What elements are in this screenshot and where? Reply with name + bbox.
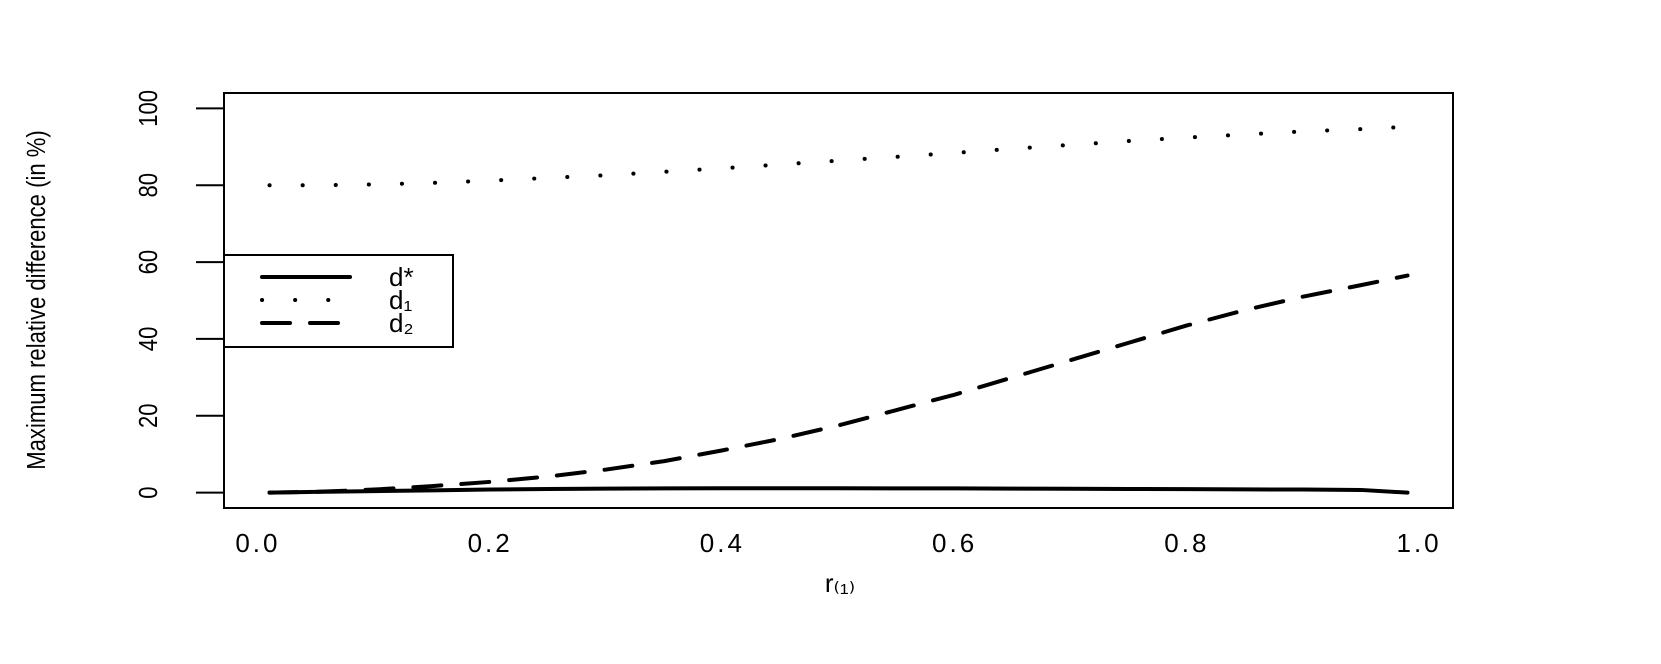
- y-tick-label: 100: [134, 90, 163, 127]
- series-line: [267, 486, 1410, 495]
- legend-label: d₁: [389, 285, 412, 315]
- x-axis-label: r₍₁₎: [825, 568, 855, 598]
- y-axis-label: Maximum relative difference (in %): [22, 130, 51, 470]
- series-line: [267, 124, 1410, 188]
- y-tick-label: 60: [134, 250, 163, 275]
- x-tick-label: 0.2: [468, 528, 513, 558]
- x-tick-label: 0.0: [235, 528, 280, 558]
- x-tick-label: 0.4: [700, 528, 745, 558]
- y-tick-label: 40: [134, 327, 163, 352]
- y-tick-label: 0: [134, 486, 163, 498]
- legend-label: d*: [389, 262, 414, 292]
- legend-label: d₂: [389, 308, 414, 338]
- x-tick-label: 0.8: [1164, 528, 1209, 558]
- legend-box: [223, 254, 454, 348]
- series-line: [267, 273, 1410, 495]
- x-tick-label: 0.6: [932, 528, 977, 558]
- x-tick-label: 1.0: [1397, 528, 1442, 558]
- y-tick-label: 80: [134, 173, 163, 198]
- y-tick-label: 20: [134, 403, 163, 428]
